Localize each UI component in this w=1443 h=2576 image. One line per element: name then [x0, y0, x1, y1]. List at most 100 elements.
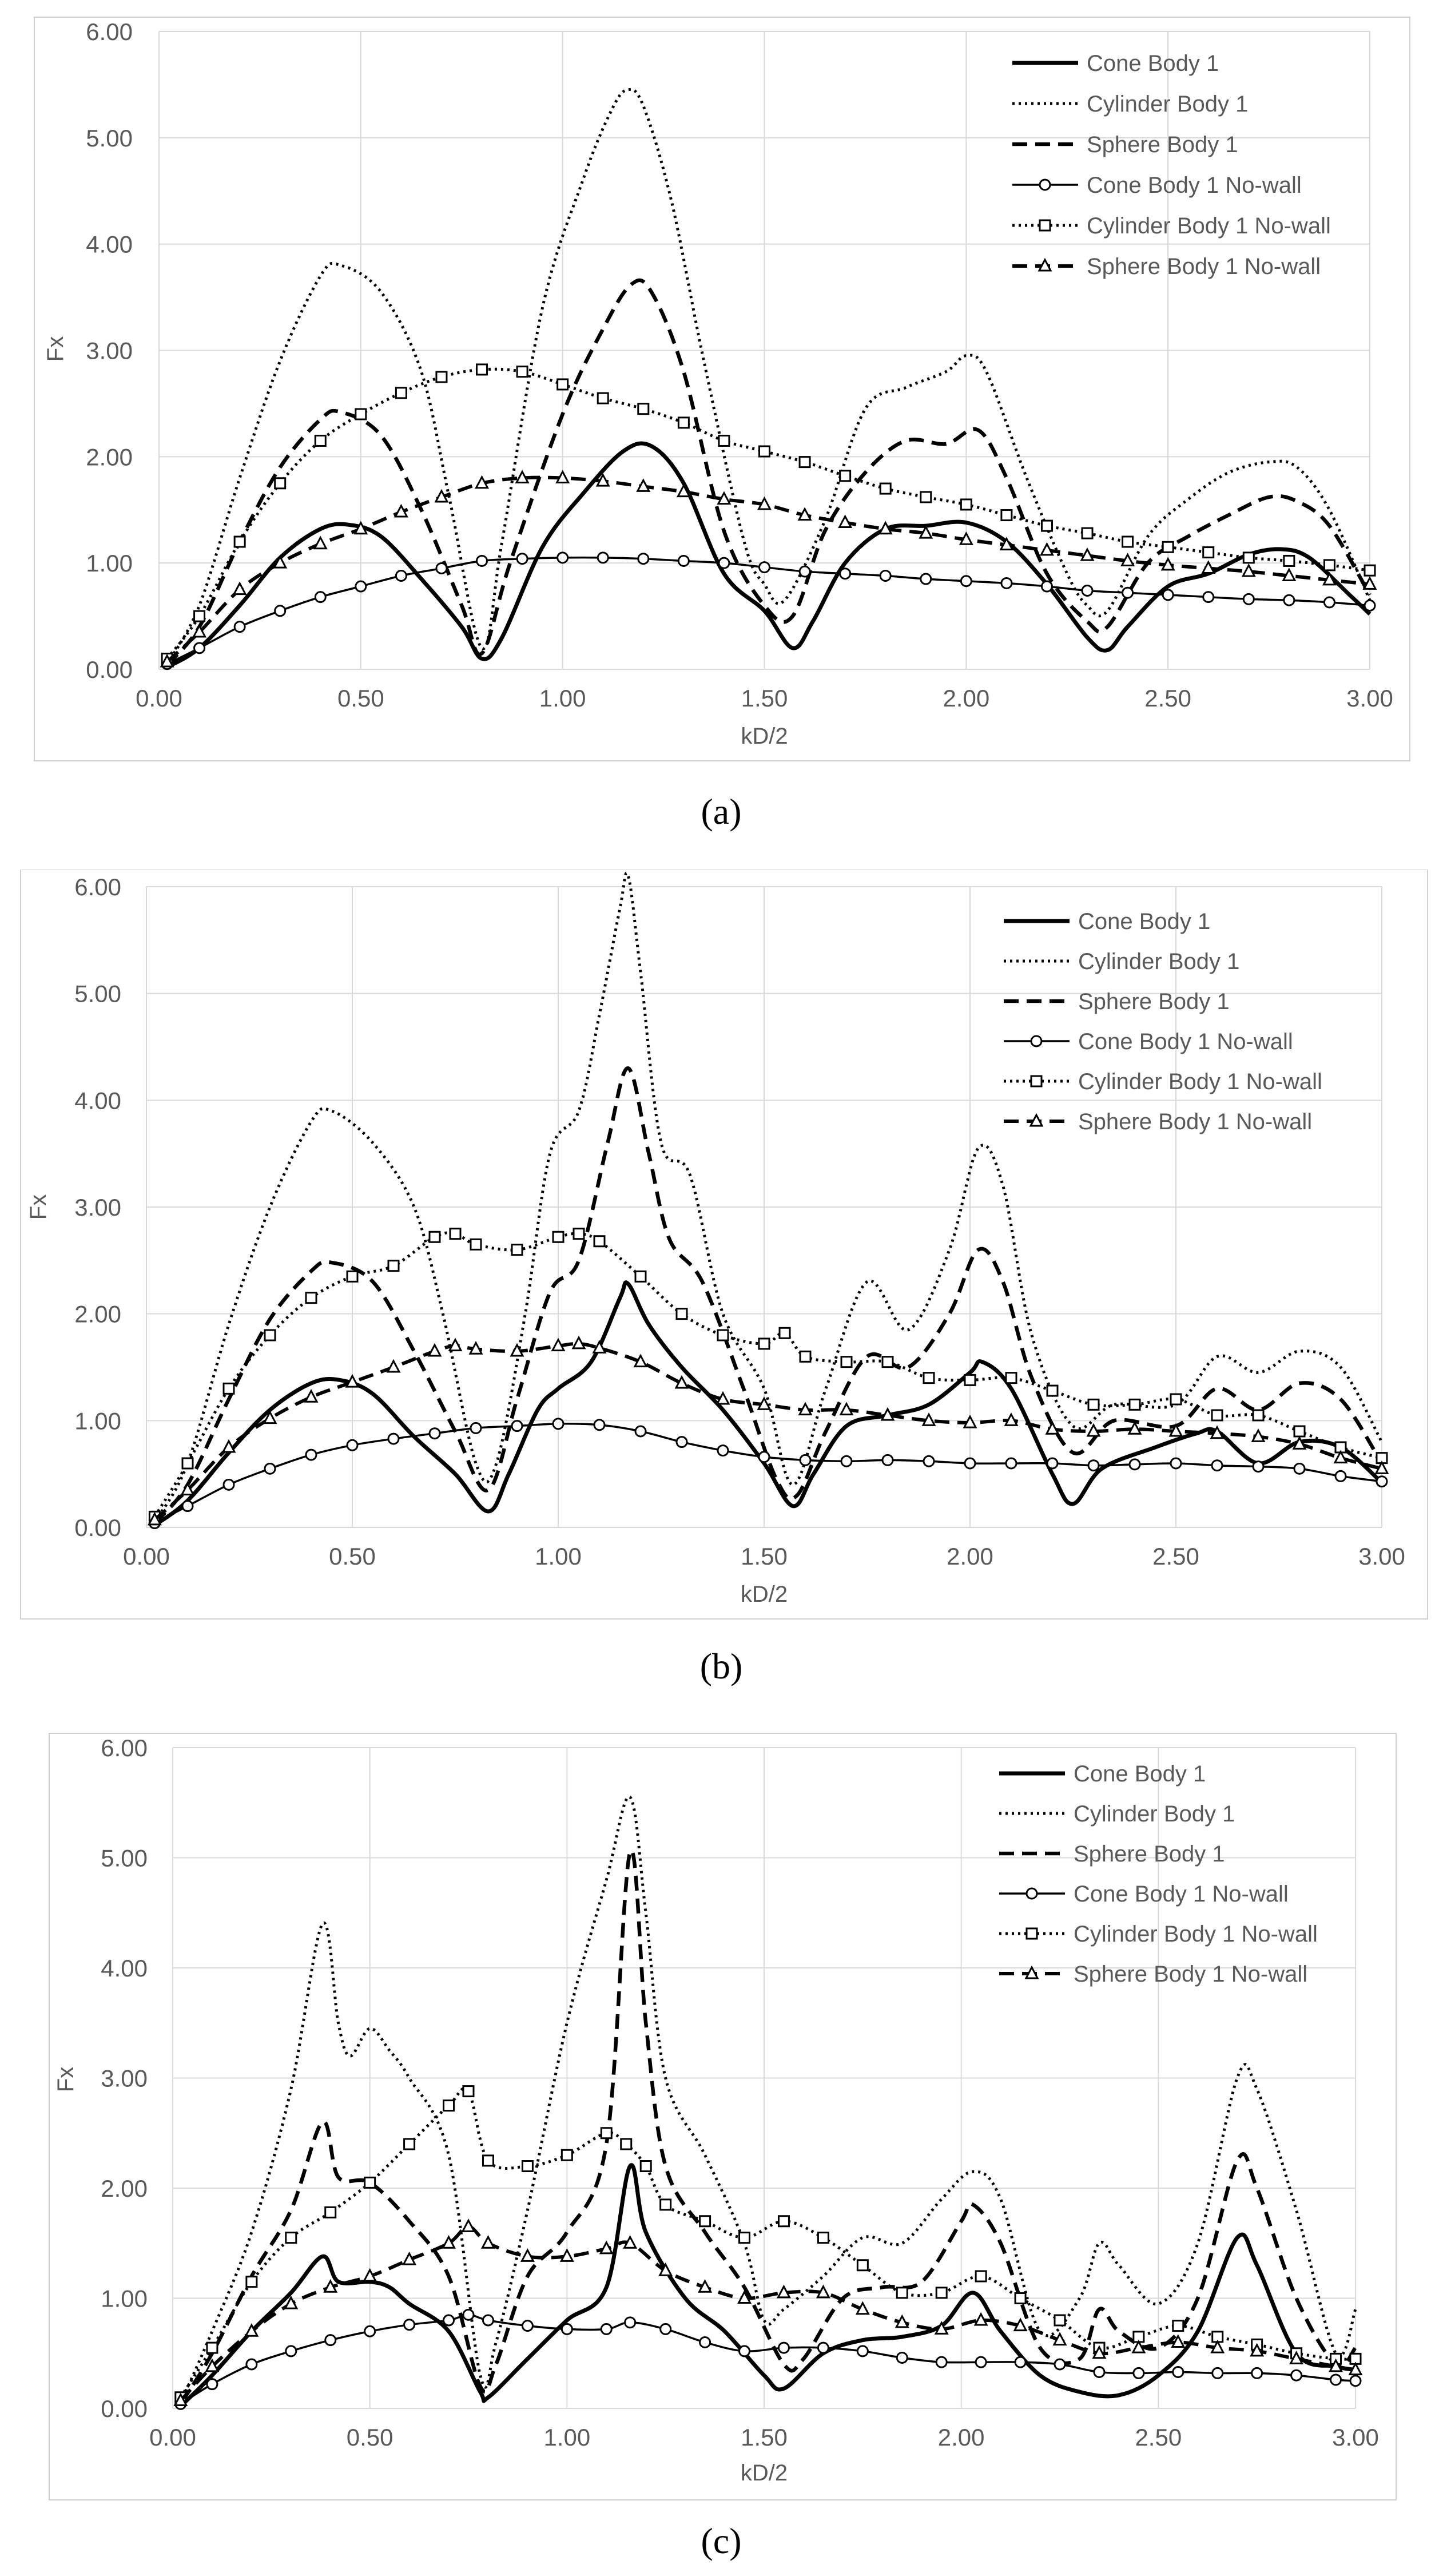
series-sphere-nowall	[173, 2218, 1363, 2407]
data-point-cone-nowall	[552, 1418, 565, 1430]
x-tick-label: 2.50	[1144, 685, 1191, 712]
data-point-cone-nowall	[856, 2345, 869, 2357]
series-sphere	[165, 278, 1372, 666]
data-point-cyl-nowall	[1293, 1425, 1306, 1438]
series-line-sphere	[165, 278, 1372, 666]
data-point-sphere-nowall	[1080, 547, 1095, 561]
data-point-cyl-nowall	[573, 1228, 585, 1240]
series-line-cylinder	[179, 1795, 1357, 2404]
gridlines	[146, 886, 1382, 1528]
data-point-cyl-nowall	[274, 477, 287, 490]
data-point-cyl-nowall	[482, 2154, 494, 2167]
x-tick-label: 0.50	[329, 1543, 376, 1570]
data-point-sphere-nowall	[555, 470, 570, 483]
data-point-sphere-nowall	[715, 1391, 730, 1405]
data-point-sphere-nowall	[442, 2235, 456, 2249]
data-point-cyl-nowall	[449, 1228, 462, 1240]
data-point-cone-nowall	[274, 605, 287, 617]
y-tick-label: 3.00	[101, 2065, 148, 2092]
data-point-cone-nowall	[387, 1432, 400, 1445]
data-point-cyl-nowall	[717, 1329, 729, 1341]
data-point-cyl-nowall	[1364, 564, 1376, 577]
data-point-cyl-nowall	[1170, 1393, 1182, 1406]
data-point-cone-nowall	[346, 1439, 359, 1451]
data-point-cyl-nowall	[1283, 554, 1295, 567]
data-point-cone-nowall	[462, 2308, 475, 2321]
data-point-cone-nowall	[593, 1419, 606, 1431]
legend-marker	[1024, 1965, 1039, 1979]
data-point-sphere-nowall	[273, 554, 288, 569]
data-point-cyl-nowall	[552, 1231, 565, 1243]
data-point-cone-nowall	[314, 591, 327, 604]
data-point-sphere-nowall	[1251, 1428, 1266, 1442]
chart-a: 0.00 0.50 1.00 1.50 2.00 2.50 3.00 0.00 1.00 2.00…	[34, 17, 1410, 761]
data-point-cone-nowall	[1211, 2367, 1224, 2379]
data-point-sphere-nowall	[480, 2235, 495, 2249]
x-tick-label: 1.50	[741, 2424, 788, 2451]
data-point-sphere-nowall	[1333, 1450, 1348, 1464]
series-sphere-nowall	[147, 1335, 1389, 1526]
legend-label: Cylinder Body 1 No-wall	[1078, 1069, 1322, 1094]
caption-b: (b)	[699, 1646, 743, 1686]
legend-label: Cone Body 1 No-wall	[1078, 1029, 1293, 1054]
data-point-cone-nowall	[1349, 2375, 1362, 2387]
data-point-cone-nowall	[193, 642, 206, 654]
data-point-cyl-nowall	[556, 378, 569, 391]
data-point-sphere-nowall	[520, 2248, 535, 2262]
x-tick-label: 3.00	[1346, 685, 1393, 712]
data-point-cyl-nowall	[975, 2270, 987, 2283]
x-tick-label: 1.00	[535, 1543, 582, 1570]
data-point-cyl-nowall	[346, 1270, 359, 1283]
x-tick-label: 3.00	[1332, 2424, 1379, 2451]
data-point-sphere-nowall	[658, 2263, 673, 2276]
data-point-cyl-nowall	[634, 1270, 647, 1283]
data-point-cone-nowall	[470, 1422, 482, 1434]
data-point-cyl-nowall	[923, 1372, 935, 1384]
x-tick-label: 0.00	[136, 685, 182, 712]
data-point-cyl-nowall	[659, 2198, 672, 2211]
chart-panel-b: 0.00 0.50 1.00 1.50 2.00 2.50 3.00 0.00 1.00 2.00…	[0, 870, 1443, 1686]
data-point-cone-nowall	[1323, 596, 1335, 609]
caption-c: (c)	[701, 2521, 742, 2561]
data-point-cyl-nowall	[560, 2149, 573, 2161]
y-axis-label: Fx	[53, 2067, 78, 2092]
data-point-sphere-nowall	[1329, 2358, 1343, 2372]
legend-marker	[1039, 178, 1051, 191]
y-tick-label: 6.00	[74, 874, 121, 900]
data-point-cyl-nowall	[960, 498, 972, 511]
data-point-cone-nowall	[1093, 2365, 1106, 2378]
series-line-sphere-nowall	[153, 1341, 1382, 1522]
data-point-cyl-nowall	[896, 2287, 908, 2299]
data-point-sphere-nowall	[1210, 1425, 1225, 1439]
data-point-cyl-nowall	[879, 482, 892, 495]
data-point-cyl-nowall	[324, 2206, 337, 2218]
data-point-cyl-nowall	[817, 2232, 829, 2244]
data-point-sphere-nowall	[798, 1402, 813, 1416]
data-point-cyl-nowall	[435, 371, 448, 383]
data-point-cyl-nowall	[1122, 535, 1134, 548]
data-point-cone-nowall	[206, 2378, 218, 2391]
data-point-cyl-nowall	[840, 1356, 853, 1368]
data-point-cone-nowall	[634, 1425, 647, 1438]
y-tick-label: 2.00	[101, 2175, 148, 2202]
data-point-sphere-nowall	[1348, 2361, 1363, 2376]
data-point-cone-nowall	[699, 2336, 711, 2348]
data-point-cone-nowall	[738, 2345, 751, 2357]
data-point-cyl-nowall	[314, 434, 327, 447]
data-point-sphere-nowall	[205, 2358, 220, 2372]
legend-label: Cone Body 1 No-wall	[1087, 173, 1302, 198]
series-cone-nowall	[161, 551, 1376, 670]
y-tick-label: 1.00	[74, 1407, 121, 1434]
data-point-cyl-nowall	[403, 2138, 416, 2150]
data-point-cone-nowall	[881, 1454, 894, 1466]
data-point-sphere-nowall	[244, 2323, 259, 2337]
data-point-cone-nowall	[1290, 2369, 1303, 2381]
data-point-cone-nowall	[777, 2341, 790, 2354]
series-line-cone	[179, 2163, 1356, 2408]
legend-marker	[1030, 1035, 1043, 1047]
data-point-cone-nowall	[1170, 1457, 1182, 1470]
data-point-sphere-nowall	[999, 537, 1014, 551]
data-point-sphere-nowall	[1013, 2317, 1028, 2332]
data-point-cone-nowall	[403, 2319, 416, 2331]
gridlines	[158, 31, 1370, 670]
